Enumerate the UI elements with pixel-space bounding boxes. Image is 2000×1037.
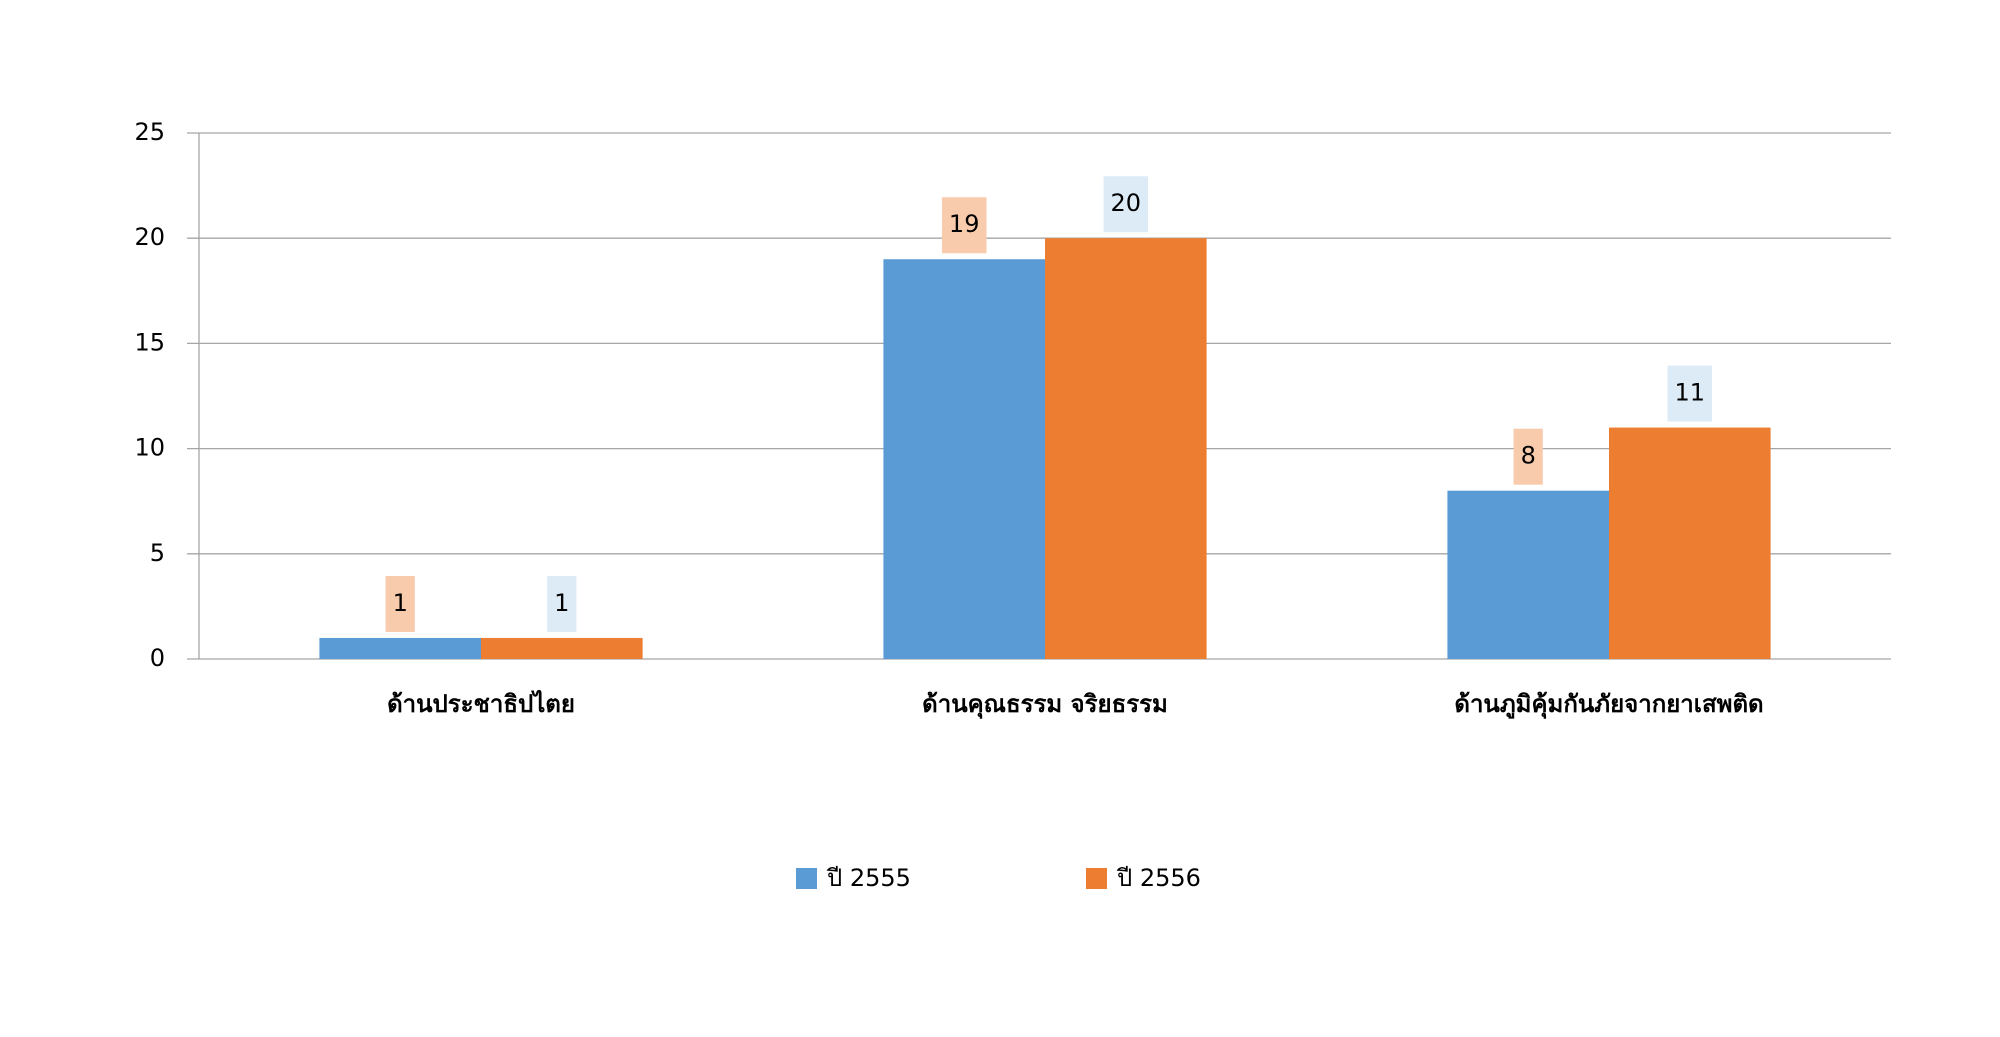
- data-label: 8: [1521, 442, 1536, 470]
- bar: [1609, 427, 1771, 659]
- data-label: 19: [949, 210, 980, 238]
- bar: [1045, 238, 1207, 659]
- data-label-bg: [941, 197, 987, 254]
- y-tick-label: 0: [150, 644, 165, 672]
- y-tick-label: 5: [150, 539, 165, 567]
- bar: [319, 637, 481, 659]
- legend-swatch: [1086, 868, 1107, 889]
- data-label-bg: [1667, 365, 1713, 422]
- data-label: 1: [393, 589, 408, 617]
- bar: [1447, 490, 1609, 659]
- data-label: 11: [1675, 379, 1706, 407]
- data-label-bg: [547, 575, 577, 632]
- data-label-bg: [1103, 176, 1149, 233]
- x-tick-label: ด้านภูมิคุ้มกันภัยจากยาเสพติด: [1454, 690, 1763, 720]
- x-tick-label: ด้านคุณธรรม จริยธรรม: [922, 690, 1168, 720]
- legend-swatch: [796, 868, 817, 889]
- bar: [481, 637, 643, 659]
- y-tick-label: 10: [134, 434, 165, 462]
- x-tick-label: ด้านประชาธิปไตย: [387, 689, 575, 718]
- legend-label: ปี 2555: [826, 864, 911, 892]
- data-label-bg: [385, 575, 415, 632]
- data-label: 1: [554, 589, 569, 617]
- y-tick-label: 25: [134, 118, 165, 146]
- data-label-bg: [1513, 428, 1543, 485]
- y-tick-label: 15: [134, 328, 165, 356]
- legend-label: ปี 2556: [1116, 864, 1201, 892]
- data-label: 20: [1111, 189, 1142, 217]
- bar: [883, 259, 1045, 659]
- y-tick-label: 20: [134, 223, 165, 251]
